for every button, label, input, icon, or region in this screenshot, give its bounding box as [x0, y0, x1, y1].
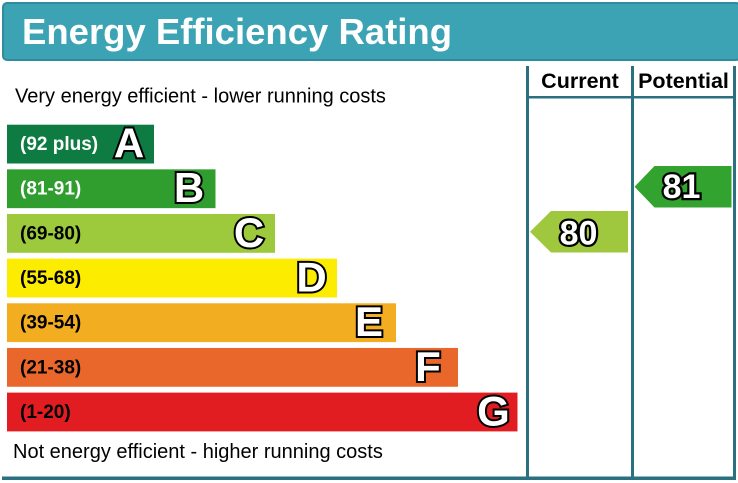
svg-text:Energy Efficiency Rating: Energy Efficiency Rating — [22, 11, 452, 52]
svg-text:E: E — [355, 298, 383, 345]
svg-text:G: G — [477, 387, 510, 434]
svg-text:Potential: Potential — [638, 69, 729, 93]
svg-text:(21-38): (21-38) — [20, 357, 81, 378]
svg-text:Current: Current — [541, 69, 619, 93]
svg-text:(1-20): (1-20) — [20, 402, 71, 423]
svg-text:F: F — [415, 343, 441, 390]
svg-text:(81-91): (81-91) — [20, 179, 81, 200]
svg-text:C: C — [234, 209, 264, 256]
svg-text:(69-80): (69-80) — [20, 223, 81, 244]
svg-text:(55-68): (55-68) — [20, 268, 81, 289]
svg-text:(39-54): (39-54) — [20, 313, 81, 334]
svg-text:B: B — [174, 164, 204, 211]
svg-text:Very energy efficient - lower: Very energy efficient - lower running co… — [15, 86, 386, 108]
svg-text:D: D — [296, 253, 326, 300]
svg-text:(92 plus): (92 plus) — [20, 134, 98, 155]
svg-text:80: 80 — [560, 214, 598, 252]
svg-text:Not energy efficient - higher: Not energy efficient - higher running co… — [13, 441, 383, 463]
svg-text:A: A — [114, 120, 144, 167]
svg-text:81: 81 — [663, 168, 701, 206]
